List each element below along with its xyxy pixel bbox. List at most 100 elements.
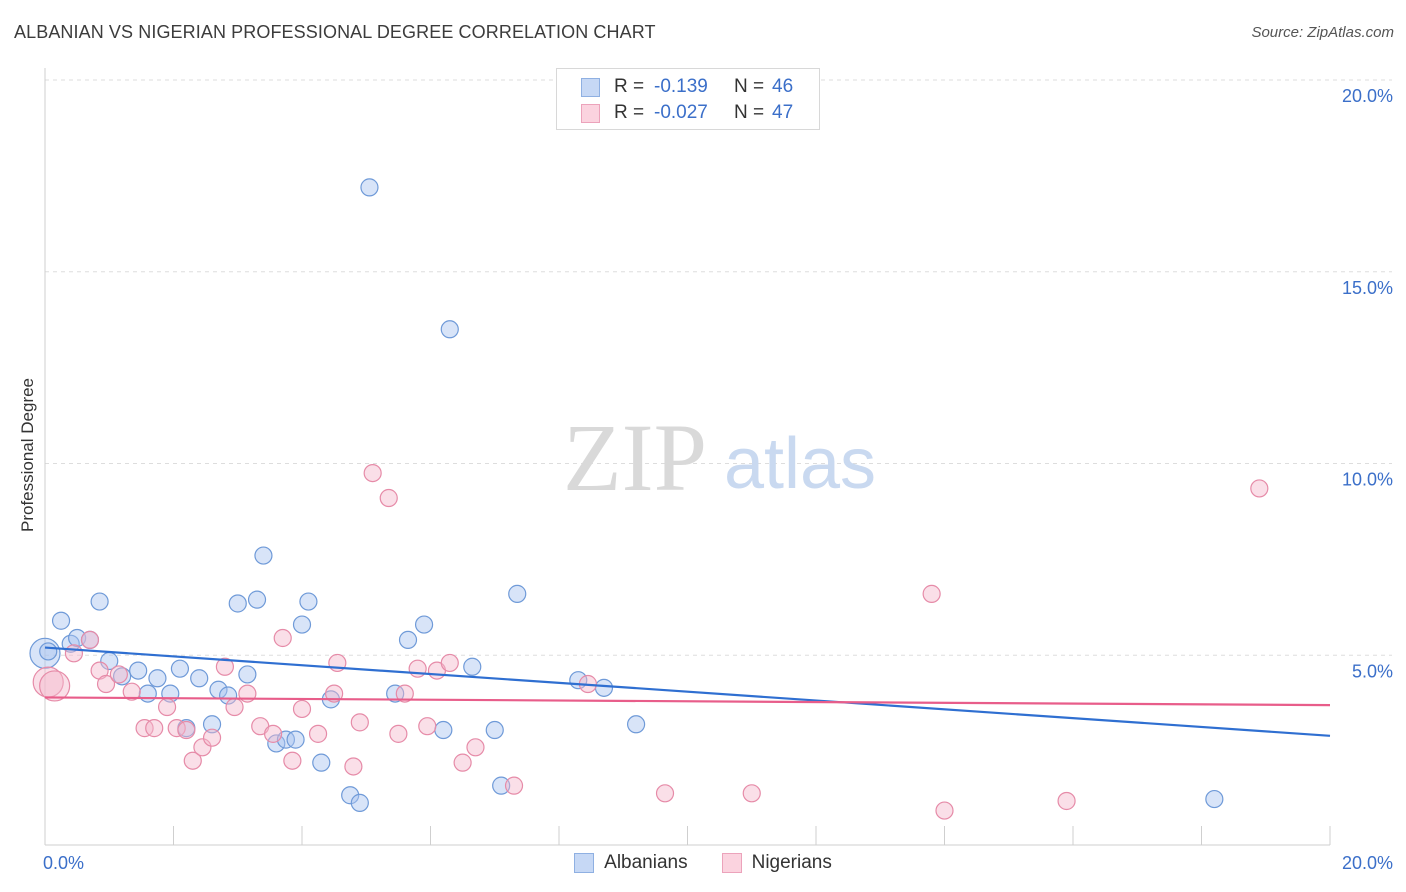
series-swatch-nigerians [721, 853, 742, 873]
albanians-point [129, 661, 148, 680]
nigerians-point [109, 665, 128, 684]
albanians-point [434, 720, 453, 740]
legend-row-nigerians: R = -0.027 N = 47 [581, 102, 793, 124]
albanians-point [219, 686, 238, 705]
stats-legend: R = -0.139 N = 46 R = -0.027 N = 47 [556, 68, 820, 130]
nigerians-point [453, 753, 472, 772]
nigerians-point [363, 463, 382, 483]
albanians-point [39, 642, 58, 661]
nigerians-point [122, 682, 141, 701]
nigerians-point [935, 801, 954, 820]
y-tick-label-3: 20.0% [1342, 86, 1393, 106]
nigerians-point [96, 674, 116, 694]
tick-labels: 5.0% 10.0% 15.0% 20.0% 0.0% 20.0% [43, 86, 1393, 873]
legend-r-value: -0.139 [654, 76, 708, 97]
nigerians-point [655, 784, 675, 803]
albanians-point [398, 630, 418, 650]
legend-n-label: N = [734, 76, 765, 97]
nigerians-point [504, 776, 524, 795]
nigerians-point [350, 713, 369, 732]
series-legend-albanians[interactable]: Albanians [574, 852, 688, 874]
albanians-point [254, 546, 273, 565]
nigerians-point [225, 697, 244, 717]
albanians-point [112, 667, 132, 686]
legend-r-label: R = [614, 76, 645, 97]
nigerians-point [395, 684, 414, 703]
albanians-point [626, 715, 646, 734]
nigerians-point [742, 784, 761, 803]
x-tick-label-1: 20.0% [1342, 853, 1393, 873]
watermark: ZIP atlas [563, 404, 876, 511]
albanians-point [286, 730, 305, 749]
watermark-atlas: atlas [724, 424, 876, 504]
albanians-point [247, 590, 267, 609]
nigerians-point [202, 728, 222, 747]
albanians-point [312, 753, 331, 772]
series-swatch-albanians [574, 853, 595, 873]
nigerians-point [1250, 479, 1269, 498]
albanians-point [202, 715, 222, 734]
x-tick-label-0: 0.0% [43, 853, 84, 873]
albanians-point [267, 734, 286, 753]
nigerians-point [273, 628, 292, 648]
series-legend: Albanians Nigerians [0, 852, 1406, 874]
y-tick-label-1: 10.0% [1342, 470, 1393, 490]
nigerians-point [344, 757, 363, 776]
albanians-point [463, 657, 482, 676]
axes [44, 68, 1331, 846]
albanians-point [148, 669, 167, 688]
albanians-point [170, 659, 190, 678]
nigerians-point [389, 724, 408, 743]
albanians-point [1205, 789, 1224, 809]
albanians-point [190, 669, 209, 688]
nigerians-point [135, 719, 154, 738]
trend-lines [44, 646, 1331, 737]
legend-n-value: 46 [772, 76, 794, 97]
albanians-point [414, 615, 434, 634]
albanians-point [350, 793, 369, 812]
nigerians-point [157, 697, 177, 717]
nigerians-point [466, 738, 485, 757]
nigerians-trend-line [44, 696, 1331, 707]
nigerians-point [283, 751, 302, 770]
albanians-point [492, 776, 511, 795]
albanians-point [292, 615, 312, 634]
albanians-point [138, 684, 157, 703]
legend-n-value: 47 [772, 102, 794, 123]
legend-r-label: R = [614, 102, 645, 123]
nigerians-point [325, 684, 344, 703]
legend-n-label: N = [734, 102, 765, 123]
nigerians-point [193, 738, 212, 757]
albanians-point [360, 178, 379, 197]
legend-swatch-nigerians [581, 103, 600, 123]
albanians-point [386, 684, 405, 703]
albanians-point [485, 720, 504, 740]
nigerians-point [1057, 791, 1076, 811]
gridlines [45, 79, 1392, 656]
legend-row-albanians: R = -0.139 N = 46 [581, 76, 793, 98]
source-label: Source: ZipAtlas.com [1251, 24, 1394, 41]
nigerians-point [292, 699, 312, 719]
nigerians-point [418, 717, 437, 736]
y-tick-label-0: 5.0% [1352, 661, 1393, 681]
series-legend-nigerians[interactable]: Nigerians [721, 852, 832, 874]
nigerians-point [263, 724, 283, 743]
nigerians-point [215, 657, 234, 676]
albanians-point [299, 592, 318, 611]
nigerians-point [440, 653, 459, 673]
chart-title: ALBANIAN VS NIGERIAN PROFESSIONAL DEGREE… [14, 22, 656, 42]
nigerians-point [183, 751, 202, 770]
legend-r-value: -0.027 [654, 102, 708, 123]
y-tick-label-2: 15.0% [1342, 278, 1393, 298]
albanians-point [29, 637, 61, 669]
albanians-point [238, 665, 257, 684]
nigerians-point [80, 630, 100, 650]
nigerians-point [308, 724, 328, 743]
nigerians-point [177, 720, 196, 740]
albanians-point [51, 611, 71, 630]
legend-swatch-albanians [581, 77, 600, 97]
nigerians-point [379, 488, 398, 508]
albanians-trend-line [44, 646, 1331, 737]
nigerians-point [145, 719, 164, 738]
